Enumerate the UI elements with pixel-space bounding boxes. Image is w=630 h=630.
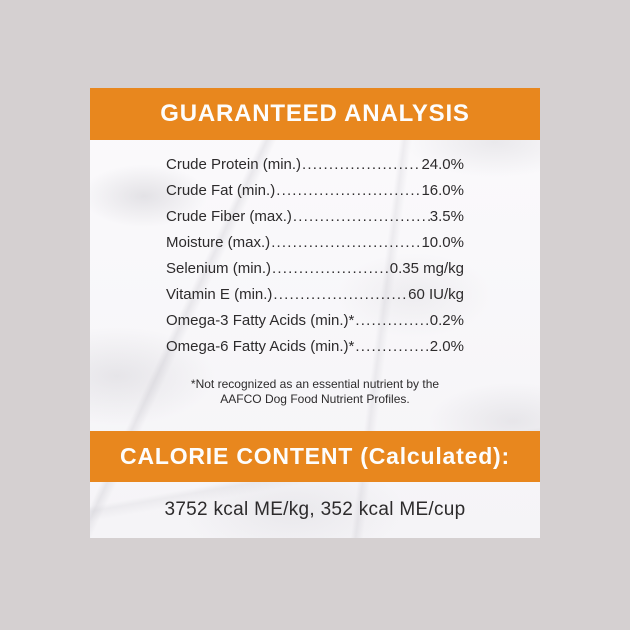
footnote-line-1: *Not recognized as an essential nutrient… [190,377,440,391]
nutrient-value: 2.0% [429,338,464,355]
nutrient-value: 60 IU/kg [408,286,464,303]
nutrient-value: 0.35 mg/kg [389,260,464,277]
calorie-content-title: CALORIE CONTENT (Calculated): [120,443,510,469]
nutrient-label: Omega-6 Fatty Acids (min.)* [166,338,355,355]
leader-dots: ........................................… [302,156,421,173]
leader-dots: ........................................… [355,312,429,329]
nutrient-label: Crude Fat (min.) [166,182,276,199]
nutrition-label: GUARANTEED ANALYSIS Crude Protein (min.)… [90,88,540,538]
nutrient-value: 3.5% [429,208,464,225]
aafco-footnote: *Not recognized as an essential nutrient… [90,360,540,431]
calorie-value-row: 3752 kcal ME/kg, 352 kcal ME/cup [90,482,540,538]
nutrient-value: 16.0% [421,182,464,199]
leader-dots: ........................................… [271,234,422,251]
analysis-row: Omega-3 Fatty Acids (min.)*.............… [166,308,464,334]
footnote-line-2: AAFCO Dog Food Nutrient Profiles. [220,392,410,406]
leader-dots: ........................................… [292,208,430,225]
nutrient-value: 0.2% [429,312,464,329]
guaranteed-analysis-title: GUARANTEED ANALYSIS [160,100,470,127]
analysis-rows: Crude Protein (min.)....................… [90,140,540,360]
analysis-row: Vitamin E (min.)........................… [166,282,464,308]
calorie-value-text: 3752 kcal ME/kg, 352 kcal ME/cup [164,499,466,520]
nutrient-value: 24.0% [421,156,464,173]
analysis-row: Omega-6 Fatty Acids (min.)*.............… [166,334,464,360]
nutrient-value: 10.0% [421,234,464,251]
analysis-row: Crude Fiber (max.)......................… [166,204,464,230]
nutrient-label: Moisture (max.) [166,234,271,251]
analysis-row: Selenium (min.).........................… [166,256,464,282]
nutrient-label: Crude Protein (min.) [166,156,302,173]
analysis-row: Crude Protein (min.)....................… [166,152,464,178]
analysis-row: Crude Fat (min.)........................… [166,178,464,204]
nutrient-label: Selenium (min.) [166,260,272,277]
leader-dots: ........................................… [273,286,408,303]
calorie-content-header: CALORIE CONTENT (Calculated): [90,431,540,482]
guaranteed-analysis-header: GUARANTEED ANALYSIS [90,88,540,140]
nutrient-label: Vitamin E (min.) [166,286,273,303]
nutrient-label: Omega-3 Fatty Acids (min.)* [166,312,355,329]
leader-dots: ........................................… [276,182,422,199]
leader-dots: ........................................… [272,260,390,277]
nutrient-label: Crude Fiber (max.) [166,208,292,225]
analysis-row: Moisture (max.).........................… [166,230,464,256]
leader-dots: ........................................… [355,338,429,355]
